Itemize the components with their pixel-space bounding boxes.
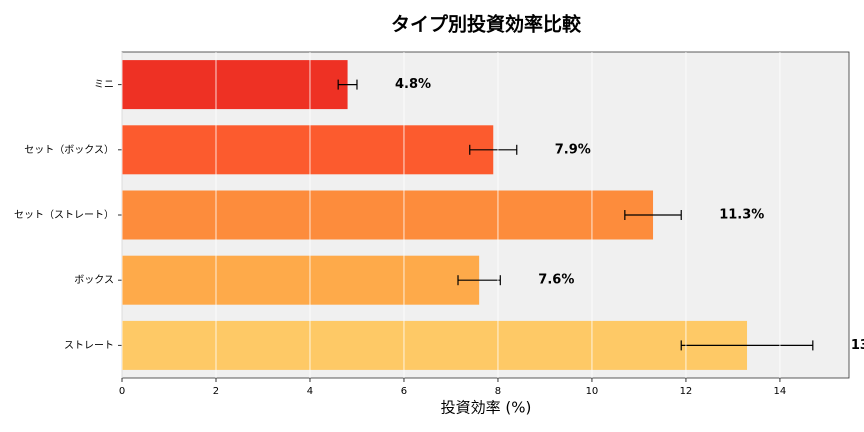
chart-title: タイプ別投資効率比較	[391, 13, 582, 36]
value-label: 13.3%	[851, 338, 864, 353]
x-axis-label: 投資効率 (%)	[441, 399, 532, 417]
x-tick-label: 4	[307, 386, 313, 397]
bar	[122, 60, 348, 110]
bar	[122, 125, 494, 175]
x-tick-label: 6	[401, 386, 407, 397]
y-tick-label: ストレート	[64, 340, 114, 351]
x-tick-label: 2	[213, 386, 219, 397]
x-tick-label: 10	[586, 386, 599, 397]
y-tick-label: セット（ボックス）	[24, 144, 114, 156]
value-label: 4.8%	[395, 77, 431, 92]
bar	[122, 320, 748, 370]
x-tick-label: 12	[680, 386, 693, 397]
value-label: 11.3%	[719, 208, 764, 223]
bar	[122, 190, 654, 240]
y-tick-label: ボックス	[74, 274, 114, 286]
x-tick-label: 0	[119, 386, 125, 397]
y-tick-label: ミニ	[94, 80, 114, 91]
y-tick-label: セット（ストレート）	[14, 209, 114, 221]
value-label: 7.9%	[555, 142, 591, 157]
value-label: 7.6%	[538, 273, 574, 288]
x-tick-label: 14	[774, 386, 787, 397]
x-tick-label: 8	[495, 386, 501, 397]
bar	[122, 255, 480, 305]
